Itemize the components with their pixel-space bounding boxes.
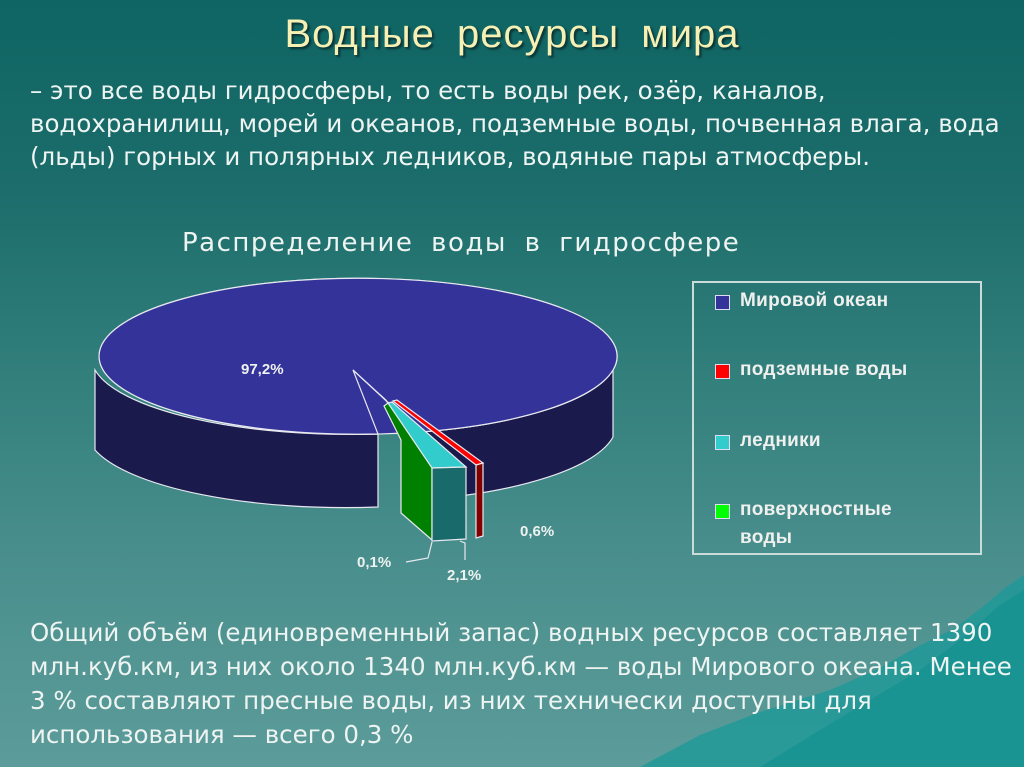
legend-swatch-surface — [715, 504, 730, 519]
intro-text: – это все воды гидросферы, то есть воды … — [30, 76, 1000, 171]
label-underground: 0,6% — [520, 523, 555, 540]
chart-legend: Мировой океан подземные воды ледники пов… — [692, 281, 982, 555]
label-glaciers: 2,1% — [447, 567, 482, 584]
label-ocean: 97,2% — [241, 361, 284, 378]
label-surface: 0,1% — [357, 554, 392, 571]
legend-swatch-glaciers — [715, 435, 730, 450]
chart-title: Распределение воды в гидросфере — [182, 228, 741, 258]
slide-title: Водные ресурсы мира — [284, 12, 740, 56]
legend-swatch-ocean — [715, 295, 730, 310]
summary-text: Общий объём (единовременный запас) водны… — [30, 618, 1012, 749]
legend-swatch-underground — [715, 364, 730, 379]
